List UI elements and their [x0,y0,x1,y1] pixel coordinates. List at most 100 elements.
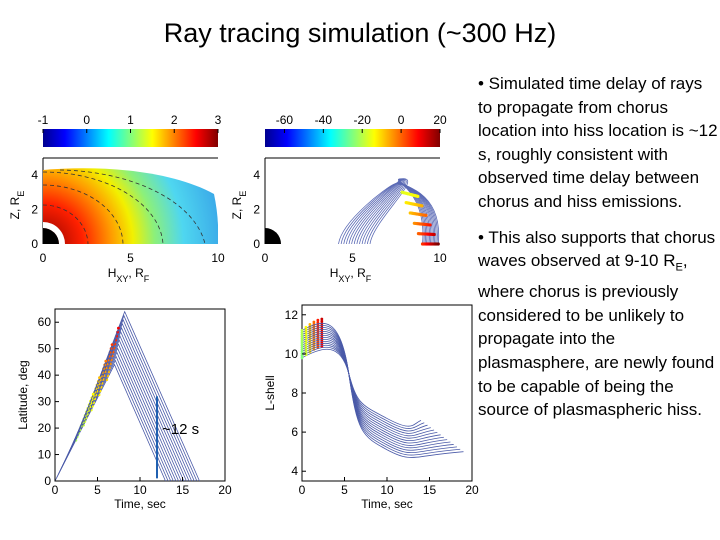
y-axis-label: Z, RE [230,191,248,220]
panel-a-electron-density: -1 0 1 2 3 0 5 10 0 2 4 HXY, RF Z, RE [8,113,225,284]
ray-point [300,337,304,341]
x-tick-label: 10 [380,483,394,497]
bullet-item: • This also supports that chorus waves o… [478,226,720,422]
panel-b-colorbar [265,129,440,147]
ray-trace [301,343,431,434]
ray-path [345,182,436,245]
ray-trace [301,340,435,437]
y-tick-label: 0 [44,474,51,488]
x-tick-label: 0 [52,483,59,497]
ray-trace [301,337,441,441]
x-axis-label: Time, sec [361,497,413,511]
ray-point [300,356,304,360]
earth-icon [43,228,59,244]
ray-point [308,323,312,326]
ray-point [424,213,428,218]
colorbar-tick-label: 2 [171,113,178,127]
ray-point [316,320,320,324]
bullet-list: • Simulated time delay of rays to propag… [478,72,720,422]
ray-point [316,318,320,322]
ray-point [300,341,304,345]
y-tick-label: 12 [285,308,299,322]
ray-path [340,182,438,245]
panel-b-ray-paths: -60 -40 -20 0 20 0 5 10 0 2 4 HXY, RF Z, RE [230,113,447,284]
ray-point [312,320,316,324]
ray-trace [301,322,464,458]
ray-point [98,376,101,380]
colorbar-tick-label: 20 [433,113,447,127]
ray-point [436,242,440,246]
y-tick-label: 6 [291,425,298,439]
ray-trace [301,346,425,429]
ray-point [117,326,120,330]
bullet-subscript: E [675,261,683,274]
ray-path [351,181,433,245]
y-tick-label: 4 [291,464,298,478]
ray-path [338,183,439,245]
ray-trace [301,344,428,432]
ray-point [300,343,304,347]
y-axis-label: Latitude, deg [16,360,30,429]
slide-title: Ray tracing simulation (~300 Hz) [163,18,557,48]
colorbar-tick-label: -20 [354,113,372,127]
y-tick-label: 4 [31,168,38,182]
bullet-item: • Simulated time delay of rays to propag… [478,74,718,211]
x-tick-label: 5 [349,251,356,265]
ray-trace [301,325,461,456]
colorbar-tick-label: 3 [215,113,222,127]
ray-point [304,325,308,329]
y-tick-label: 0 [253,237,260,251]
x-tick-label: 15 [176,483,190,497]
x-tick-label: 0 [40,251,47,265]
ray-point [300,333,304,337]
ray-point [300,339,304,343]
ray-point [416,194,420,198]
ray-point [300,345,304,349]
ray-path [348,181,434,245]
ray-point [300,350,304,353]
ray-trace [301,329,454,451]
ray-point [300,354,304,358]
y-tick-label: 4 [253,168,260,182]
panel-a-density-map [43,168,218,244]
y-tick-label: 8 [291,386,298,400]
ray-trace [301,348,422,427]
x-tick-label: 10 [133,483,147,497]
y-tick-label: 30 [38,395,52,409]
x-tick-label: 5 [94,483,101,497]
ray-path [353,180,432,245]
ray-point [428,223,432,227]
ray-point [300,331,304,334]
ray-trace [301,327,457,454]
ray-trace [301,338,438,439]
ray-path [343,182,437,245]
panel-a-colorbar [43,129,218,147]
ray-point [432,232,436,237]
colorbar-tick-label: -1 [38,113,49,127]
x-tick-label: 5 [341,483,348,497]
x-tick-label: 20 [218,483,232,497]
ray-point [320,317,324,321]
colorbar-tick-label: 1 [127,113,134,127]
ray-point [91,392,95,396]
x-tick-label: 0 [299,483,306,497]
x-tick-label: 20 [465,483,479,497]
x-tick-label: 10 [433,251,447,265]
y-tick-label: 0 [31,237,38,251]
x-tick-label: 5 [127,251,134,265]
ray-trace [301,335,444,444]
y-axis-label: Z, RE [8,191,26,220]
y-tick-label: 60 [38,315,52,329]
ray-point [300,335,304,339]
ray-point [104,359,108,363]
x-tick-label: 0 [262,251,269,265]
panel-c-latitude-vs-time: ~12 s 0 5 10 15 20 0 10 20 30 40 50 60 Time, sec Lati… [16,308,232,511]
bullet-text: , where chorus is previously considered … [478,251,715,420]
y-tick-label: 2 [31,203,38,217]
colorbar-tick-label: -60 [276,113,294,127]
colorbar-tick-label: -40 [315,113,333,127]
y-tick-label: 50 [38,342,52,356]
ray-point [110,343,114,347]
ray-point [420,204,424,208]
